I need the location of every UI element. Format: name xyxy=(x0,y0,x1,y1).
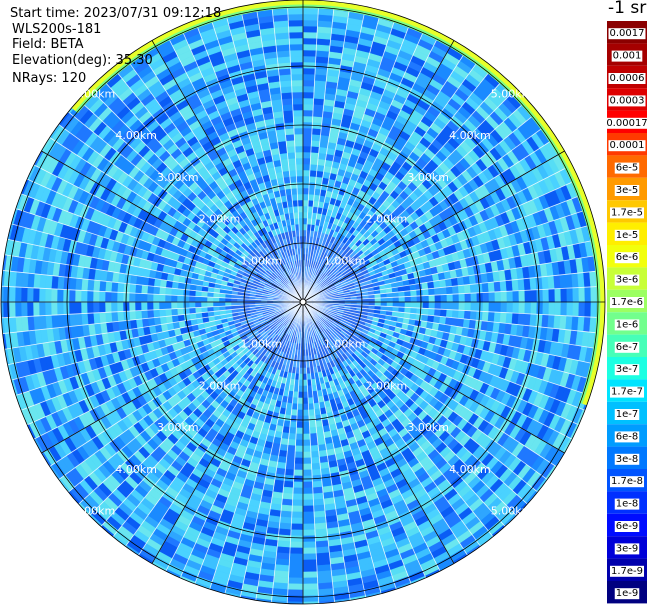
elevation-label: Elevation(deg): 35.30 xyxy=(12,53,153,68)
range-ring-label: 1.00km xyxy=(324,254,366,267)
range-ring-label: 1.00km xyxy=(240,254,282,267)
range-ring-label: 5.00km xyxy=(491,505,533,518)
range-ring-label: 5.00km xyxy=(491,87,533,100)
range-ring-label: 4.00km xyxy=(115,129,157,142)
system-label: WLS200s-181 xyxy=(12,22,102,37)
range-ring-label: 2.00km xyxy=(199,379,241,392)
range-ring-label: 3.00km xyxy=(407,421,449,434)
range-ring-label: 5.00km xyxy=(74,505,116,518)
range-ring-label: 2.00km xyxy=(366,213,408,226)
start-time-label: Start time: 2023/07/31 09:12:18 xyxy=(10,6,222,21)
range-ring-label: 3.00km xyxy=(407,171,449,184)
range-ring-label: 1.00km xyxy=(324,338,366,351)
range-ring-label: 4.00km xyxy=(449,129,491,142)
range-ring-label: 2.00km xyxy=(199,213,241,226)
range-ring-label: 3.00km xyxy=(157,421,199,434)
range-ring-label: 4.00km xyxy=(449,463,491,476)
field-label: Field: BETA xyxy=(12,37,84,52)
range-ring-label: 5.00km xyxy=(74,87,116,100)
nrays-label: NRays: 120 xyxy=(12,71,87,86)
range-ring-label: 4.00km xyxy=(115,463,157,476)
range-ring-label: 3.00km xyxy=(157,171,199,184)
range-rings xyxy=(0,0,606,605)
range-ring-label: 1.00km xyxy=(240,338,282,351)
range-ring-labels: 1.00km 1.00km 1.00km 1.00km 2.00km 2.00km 2.00… xyxy=(74,87,533,517)
range-ring-label: 2.00km xyxy=(366,379,408,392)
colorbar-unit: -1 sr xyxy=(608,0,647,18)
